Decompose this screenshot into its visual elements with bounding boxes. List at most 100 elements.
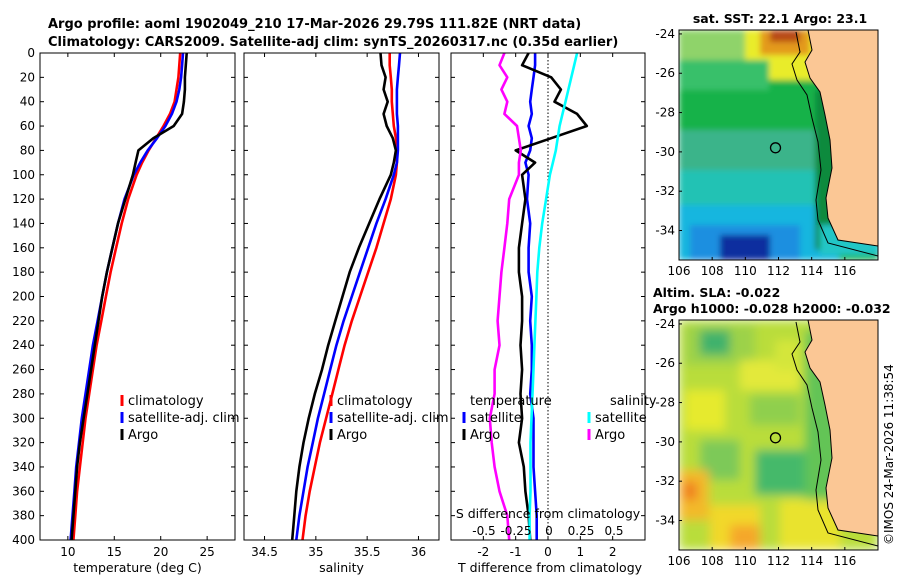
sla-map-title-line2: Argo h1000: -0.028 h2000: -0.032: [653, 301, 891, 316]
x-tick-label: 36: [411, 545, 426, 559]
legend-label: Argo: [128, 428, 158, 443]
x-tick-label: 25: [200, 545, 215, 559]
map-y-tick-label: -34: [655, 514, 675, 528]
secondary-tick-label: 0.5: [604, 524, 623, 538]
y-tick-label: 400: [12, 533, 35, 547]
map-x-tick-label: 106: [668, 554, 691, 568]
x-tick-label: -2: [477, 545, 489, 559]
difference-panel: -2 -1 0 1 2T difference from climatology S di…: [450, 52, 657, 575]
map-x-tick-label: 112: [767, 264, 790, 278]
secondary-tick-label: 0.25: [568, 524, 595, 538]
x-tick-label: 15: [107, 545, 122, 559]
legend-label: Argo: [470, 428, 500, 443]
sst-map-title: sat. SST: 22.1 Argo: 23.1: [693, 11, 867, 26]
y-tick-label: 180: [12, 265, 35, 279]
x-tick-label: 1: [577, 545, 585, 559]
map-x-tick-label: 106: [668, 264, 691, 278]
temperature-panel: 10 15 20 25 0 20 40 60 80 100 120 140 160 180 200 220 24…: [12, 46, 240, 575]
series-line-temperature-argo: [514, 52, 589, 541]
y-tick-label: 60: [20, 119, 35, 133]
figure-title-line2: Climatology: CARS2009. Satellite-adj cli…: [48, 35, 618, 50]
sst-shelf-contour: [791, 31, 878, 257]
series-line-temperature-satellite: [524, 53, 539, 540]
map-y-tick-label: -32: [655, 474, 675, 488]
y-tick-label: 120: [12, 192, 35, 206]
sla-coastline: [804, 320, 878, 537]
x-tick-label: 0: [544, 545, 552, 559]
y-tick-label: 100: [12, 168, 35, 182]
y-tick-label: 20: [20, 70, 35, 84]
sst-argo-marker: [769, 142, 782, 154]
sst-land: [805, 30, 878, 246]
sla-map: Altim. SLA: -0.022 Argo h1000: -0.028 h2…: [653, 285, 891, 568]
map-x-tick-label: 110: [734, 264, 757, 278]
map-x-tick-label: 108: [701, 554, 724, 568]
x-tick-label: 34.5: [251, 545, 278, 559]
watermark-timestamp: ©IMOS 24-Mar-2026 11:38:54: [882, 364, 896, 545]
series-line-salinity-argo: [488, 52, 523, 541]
sst-map-axes: 106 108 110 112 114 116 -24 -26 -28 -30 -32 -34: [655, 27, 856, 278]
x-axis-label: temperature (deg C): [73, 560, 202, 575]
figure-title-line1: Argo profile: aoml 1902049_210 17-Mar-20…: [48, 17, 581, 32]
sla-shelf-contour: [791, 321, 878, 547]
legend-label: Argo: [337, 428, 367, 443]
map-y-tick-label: -28: [655, 106, 675, 120]
legend-label: climatology: [337, 394, 413, 409]
sla-argo-marker: [769, 432, 782, 444]
map-x-tick-label: 114: [800, 554, 823, 568]
series-line-satellite-adj-clim: [69, 52, 185, 541]
map-y-tick-label: -26: [655, 356, 675, 370]
map-y-tick-label: -28: [655, 396, 675, 410]
map-y-tick-label: -26: [655, 66, 675, 80]
y-tick-label: 280: [12, 387, 35, 401]
map-x-tick-label: 112: [767, 554, 790, 568]
y-tick-label: 380: [12, 509, 35, 523]
secondary-tick-label: -0.5: [472, 524, 495, 538]
x-tick-label: 35.5: [354, 545, 381, 559]
y-tick-label: 300: [12, 411, 35, 425]
secondary-tick-label: 0: [545, 524, 553, 538]
legend-label: satellite: [470, 411, 522, 426]
legend-label: Argo: [595, 428, 625, 443]
sla-map-title-line1: Altim. SLA: -0.022: [653, 285, 780, 300]
series-line-argo: [70, 52, 188, 541]
y-tick-label: 40: [20, 95, 35, 109]
x-tick-label: 2: [609, 545, 617, 559]
map-y-tick-label: -30: [655, 145, 675, 159]
map-x-tick-label: 108: [701, 264, 724, 278]
map-y-tick-label: -24: [655, 317, 675, 331]
sla-land: [805, 320, 878, 536]
y-tick-label: 0: [27, 46, 35, 60]
y-tick-label: 220: [12, 314, 35, 328]
legend-label: satellite: [595, 411, 647, 426]
y-tick-label: 80: [20, 143, 35, 157]
x-axis-label: salinity: [319, 560, 364, 575]
map-x-tick-label: 116: [833, 554, 856, 568]
salinity-panel: 34.5 35 35.5 36 salinity climatology satellite…: [243, 52, 449, 575]
legend-header-salinity: salinity: [610, 394, 657, 409]
map-x-tick-label: 110: [734, 554, 757, 568]
legend-label: satellite-adj. clim: [337, 411, 449, 426]
x-tick-label: 35: [308, 545, 323, 559]
sla-map-axes: 106 108 110 112 114 116 -24 -26 -28 -30 -32 -34: [655, 317, 856, 568]
legend-header-temperature: temperature: [470, 394, 552, 409]
y-tick-label: 340: [12, 460, 35, 474]
legend-label: climatology: [128, 394, 204, 409]
series-line-satellite-adj-clim: [295, 52, 402, 541]
x-axis-label: T difference from climatology: [457, 560, 643, 575]
sst-map: sat. SST: 22.1 Argo: 23.1 106 108 110 112 11…: [655, 11, 879, 278]
map-x-tick-label: 114: [800, 264, 823, 278]
map-y-tick-label: -34: [655, 224, 675, 238]
legend-label: satellite-adj. clim: [128, 411, 240, 426]
plot-frame: [39, 52, 236, 541]
y-tick-label: 320: [12, 436, 35, 450]
y-tick-label: 360: [12, 484, 35, 498]
x-tick-label: 20: [153, 545, 168, 559]
map-x-tick-label: 116: [833, 264, 856, 278]
series-line-climatology: [72, 52, 182, 541]
x-tick-label: 10: [60, 545, 75, 559]
secondary-tick-label: -0.25: [500, 524, 531, 538]
y-tick-label: 260: [12, 363, 35, 377]
sst-coastline: [804, 30, 878, 247]
